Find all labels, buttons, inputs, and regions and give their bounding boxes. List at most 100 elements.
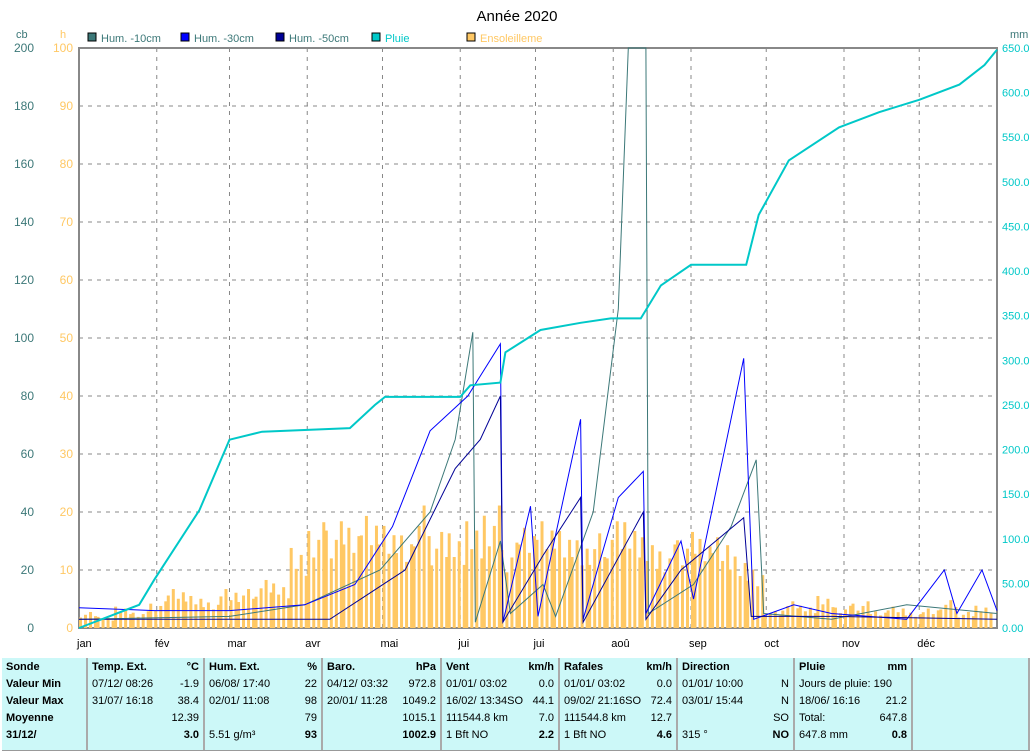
sunshine-bar bbox=[211, 609, 215, 628]
table-column: Direction 01/01/ 10:00 N 03/01/ 15:44 N SO 315… bbox=[678, 658, 795, 750]
chart: jan fév mar avr mai jui jui aoû sep oct nov déc Anné… bbox=[14, 8, 1030, 650]
sunshine-bar bbox=[966, 611, 970, 628]
left2-tick-label: 90 bbox=[60, 99, 74, 113]
sunshine-bar bbox=[816, 595, 820, 628]
table-row bbox=[917, 710, 1024, 727]
table-cell: -1.9 bbox=[180, 678, 199, 690]
table-row: 1 Bft NO 2.2 bbox=[446, 727, 554, 744]
table-row: 5.51 g/m³ 93 bbox=[209, 727, 317, 744]
sunshine-bar bbox=[317, 539, 321, 628]
sunshine-bar bbox=[357, 536, 361, 628]
sunshine-bar bbox=[352, 552, 356, 628]
sunshine-bar bbox=[971, 616, 975, 628]
sunshine-bar bbox=[440, 531, 444, 628]
sunshine-bar bbox=[640, 537, 644, 628]
table-cell: Direction bbox=[682, 661, 730, 673]
sunshine-bar bbox=[605, 558, 609, 628]
sunshine-bar bbox=[289, 547, 293, 628]
sunshine-bar bbox=[650, 545, 654, 628]
sunshine-bar bbox=[89, 611, 93, 628]
sunshine-bar bbox=[149, 603, 153, 628]
sunshine-bar bbox=[585, 548, 589, 628]
sunshine-bar bbox=[532, 536, 536, 628]
table-cell: hPa bbox=[415, 661, 436, 673]
table-cell: Hum. Ext. bbox=[209, 661, 260, 673]
legend-label: Hum. -50cm bbox=[289, 33, 349, 45]
table-cell: 72.4 bbox=[650, 695, 672, 707]
sunshine-bar bbox=[387, 553, 391, 628]
sunshine-bar bbox=[166, 595, 170, 628]
sunshine-bar bbox=[447, 533, 451, 628]
table-row: 647.8 mm 0.8 bbox=[799, 727, 907, 744]
sunshine-bar bbox=[703, 561, 707, 628]
table-row: 07/12/ 08:26 -1.9 bbox=[92, 676, 199, 693]
table-cell: 22 bbox=[304, 678, 317, 690]
table-cell: 20/01/ 11:28 bbox=[327, 695, 388, 707]
sunshine-bar bbox=[738, 576, 742, 628]
table-row: Hum. Ext.% bbox=[209, 659, 317, 676]
table-row bbox=[917, 727, 1024, 744]
sunshine-bar bbox=[633, 531, 637, 628]
sunshine-bar bbox=[886, 610, 890, 628]
table-cell: 111544.8 km bbox=[564, 712, 626, 724]
table-cell: km/h bbox=[646, 661, 672, 673]
table-cell: 1049.2 bbox=[402, 695, 436, 707]
table-cell: Valeur Max bbox=[6, 695, 64, 707]
right-tick-label: 100.0 bbox=[1002, 534, 1030, 546]
left-tick-label: 0 bbox=[27, 621, 34, 635]
sunshine-bar bbox=[242, 595, 246, 628]
sunshine-bar bbox=[726, 545, 730, 628]
legend-swatch bbox=[275, 32, 285, 42]
sunshine-bar bbox=[252, 598, 256, 628]
sunshine-bar bbox=[610, 539, 614, 628]
sunshine-bar bbox=[101, 619, 105, 628]
table-cell: Valeur Min bbox=[6, 678, 62, 690]
sunshine-bar bbox=[307, 531, 311, 628]
chart-title: Année 2020 bbox=[477, 8, 558, 25]
sunshine-bar bbox=[500, 550, 504, 628]
table-row: 1002.9 bbox=[327, 727, 436, 744]
sunshine-bar bbox=[517, 544, 521, 628]
table-cell: 93 bbox=[304, 729, 317, 741]
table-cell: Moyenne bbox=[6, 712, 54, 724]
right-tick-label: 500.0 bbox=[1002, 177, 1030, 189]
left-tick-label: 100 bbox=[14, 331, 34, 345]
sunshine-bar bbox=[277, 594, 281, 628]
sunshine-bar bbox=[480, 558, 484, 628]
sunshine-bar bbox=[224, 589, 228, 628]
sunshine-bar bbox=[856, 610, 860, 628]
sunshine-bar bbox=[462, 564, 466, 628]
sunshine-bar bbox=[131, 612, 135, 628]
right-tick-label: 0.00 bbox=[1002, 623, 1023, 635]
table-row: Vent km/h bbox=[446, 659, 554, 676]
sunshine-bar bbox=[954, 607, 958, 628]
sunshine-bar bbox=[763, 616, 767, 628]
sunshine-bar bbox=[287, 598, 291, 628]
table-row bbox=[917, 676, 1024, 693]
left-axis-unit: cb bbox=[16, 29, 28, 41]
sunshine-bar bbox=[728, 569, 732, 628]
legend-label: Ensoleilleme bbox=[480, 33, 542, 45]
sunshine-bar bbox=[598, 533, 602, 628]
table-cell: mm bbox=[887, 661, 907, 673]
sunshine-bar bbox=[553, 548, 557, 628]
sunshine-bar bbox=[369, 545, 373, 628]
table-cell: 1002.9 bbox=[402, 729, 436, 741]
x-tick-label: fév bbox=[155, 638, 170, 650]
left2-tick-label: 30 bbox=[60, 447, 74, 461]
sunshine-bar bbox=[136, 616, 140, 628]
sunshine-bar bbox=[545, 549, 549, 628]
table-row: 03/01/ 15:44 N bbox=[682, 693, 789, 710]
table-cell: 2.2 bbox=[538, 729, 554, 741]
left2-tick-label: 20 bbox=[60, 505, 74, 519]
legend-label: Hum. -10cm bbox=[101, 33, 161, 45]
table-cell: 01/01/ 10:00 bbox=[682, 678, 744, 690]
sunshine-bar bbox=[773, 611, 777, 628]
table-row: Valeur Min bbox=[6, 676, 82, 693]
sunshine-bar bbox=[114, 606, 118, 628]
sunshine-bar bbox=[487, 546, 491, 628]
table-cell: Total: bbox=[799, 712, 826, 724]
x-tick-label: mai bbox=[380, 638, 398, 650]
left-tick-label: 160 bbox=[14, 157, 34, 171]
table-cell: Temp. Ext. bbox=[92, 661, 147, 673]
